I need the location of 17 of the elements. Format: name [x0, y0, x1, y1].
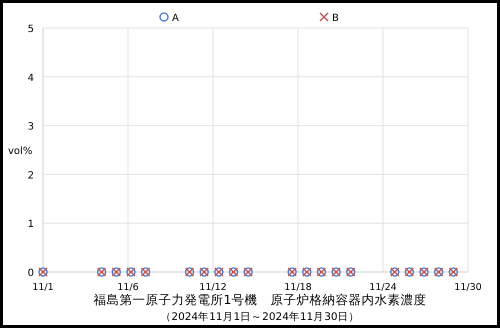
text: （2024年11月1日～2024年11月30日）	[160, 311, 360, 323]
y-tick-label: 2	[28, 170, 34, 182]
legend-label: A	[172, 13, 179, 24]
x-tick-label: 11/6	[117, 282, 139, 293]
x-tick-label: 11/1	[32, 282, 54, 293]
y-tick-label: 1	[28, 219, 34, 230]
x-tick-label: 11/30	[454, 282, 482, 293]
y-tick-label: 0	[28, 268, 34, 279]
x-tick-label: 11/12	[199, 282, 227, 293]
legend-label: B	[332, 13, 339, 24]
x-tick-label: 11/24	[369, 282, 397, 293]
text: 福島第一原子力発電所1号機 原子炉格納容器内水素濃度	[94, 292, 426, 307]
y-axis-title: vol%	[8, 146, 32, 157]
y-tick-label: 4	[28, 72, 34, 84]
y-tick-label: 5	[28, 24, 34, 35]
x-tick-label: 11/18	[284, 282, 312, 293]
y-tick-label: 3	[28, 122, 34, 133]
